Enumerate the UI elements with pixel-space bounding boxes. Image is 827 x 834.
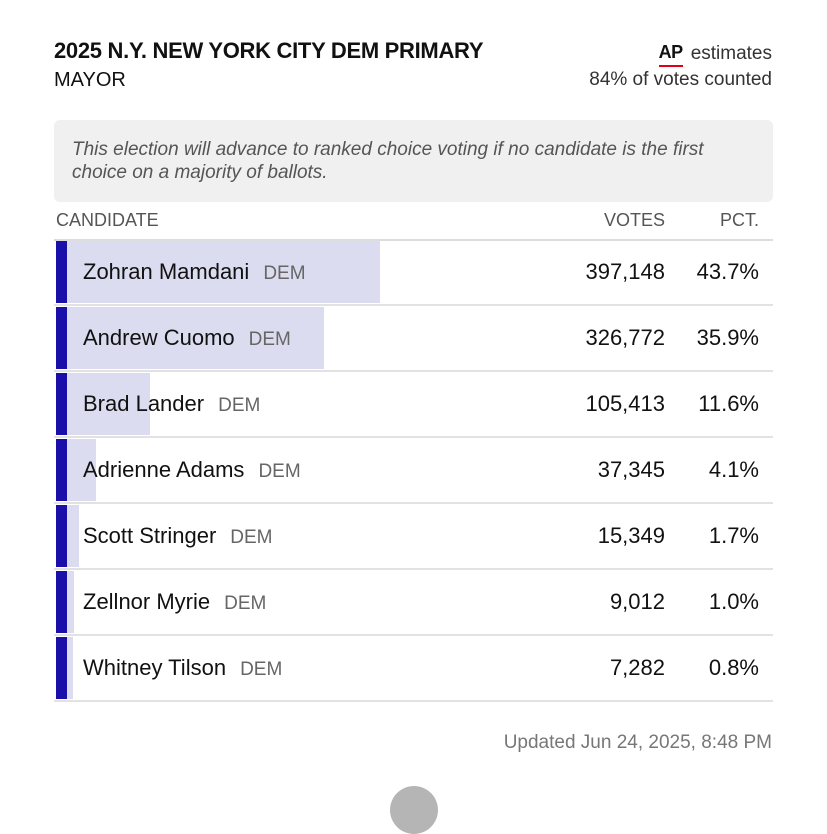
table-row: Scott Stringer DEM 15,349 1.7%	[54, 504, 773, 570]
candidate-name: Andrew Cuomo DEM	[83, 325, 291, 351]
vote-count: 7,282	[609, 655, 665, 680]
race-subtitle: MAYOR	[54, 69, 126, 91]
candidate-name: Adrienne Adams DEM	[83, 457, 301, 483]
ranked-choice-note: This election will advance to ranked cho…	[54, 120, 773, 202]
vote-count: 9,012	[609, 589, 665, 614]
vote-percent: 4.1%	[708, 457, 759, 482]
candidate-name-text: Adrienne Adams	[83, 457, 245, 482]
table-row: Adrienne Adams DEM 37,345 4.1%	[54, 438, 773, 504]
party-label: DEM	[240, 659, 283, 680]
vote-percent: 35.9%	[696, 325, 759, 350]
candidate-name: Zohran Mamdani DEM	[83, 259, 306, 285]
vote-count: 105,413	[585, 391, 665, 416]
vote-count: 397,148	[585, 259, 665, 284]
party-color-stripe	[56, 241, 67, 303]
vote-share-bar	[67, 307, 324, 369]
scroll-handle[interactable]	[390, 786, 438, 834]
vote-share-bar	[67, 571, 74, 633]
vote-share-bar	[67, 637, 73, 699]
header-pct: PCT.	[719, 210, 759, 230]
vote-percent: 0.8%	[708, 655, 759, 680]
candidate-name-text: Zellnor Myrie	[83, 589, 211, 614]
party-label: DEM	[258, 461, 301, 482]
table-row: Brad Lander DEM 105,413 11.6%	[54, 372, 773, 438]
vote-percent: 43.7%	[696, 259, 759, 284]
votes-counted: 84% of votes counted	[589, 69, 772, 90]
vote-count: 326,772	[585, 325, 665, 350]
header-candidate: CANDIDATE	[56, 210, 159, 230]
ap-logo: AP	[658, 42, 683, 67]
vote-percent: 1.0%	[708, 589, 759, 614]
vote-count: 37,345	[597, 457, 665, 482]
party-color-stripe	[56, 373, 67, 435]
table-row: Zellnor Myrie DEM 9,012 1.0%	[54, 570, 773, 636]
race-title: 2025 N.Y. NEW YORK CITY DEM PRIMARY	[54, 38, 484, 63]
party-color-stripe	[56, 439, 67, 501]
table-row: Whitney Tilson DEM 7,282 0.8%	[54, 636, 773, 702]
table-header: CANDIDATE VOTES PCT.	[54, 207, 773, 241]
party-label: DEM	[248, 329, 291, 350]
updated-timestamp: Updated Jun 24, 2025, 8:48 PM	[503, 732, 772, 753]
vote-share-bar	[67, 241, 380, 303]
results-table: Zohran Mamdani DEM 397,148 43.7% Andrew Cuom…	[54, 240, 773, 702]
candidate-name: Brad Lander DEM	[83, 391, 260, 417]
party-label: DEM	[230, 527, 273, 548]
estimates-label: estimates	[690, 43, 772, 64]
candidate-name-text: Andrew Cuomo	[83, 325, 235, 350]
table-row: Andrew Cuomo DEM 326,772 35.9%	[54, 306, 773, 372]
party-color-stripe	[56, 637, 67, 699]
vote-percent: 11.6%	[698, 391, 759, 416]
candidate-name-text: Brad Lander	[83, 391, 205, 416]
header-votes: VOTES	[603, 210, 665, 230]
vote-share-bar	[67, 373, 150, 435]
candidate-name: Scott Stringer DEM	[83, 523, 273, 549]
party-color-stripe	[56, 505, 67, 567]
vote-share-bar	[67, 439, 96, 501]
table-row: Zohran Mamdani DEM 397,148 43.7%	[54, 240, 773, 306]
candidate-name-text: Whitney Tilson	[83, 655, 227, 680]
ap-estimate-block: AP estimates 84% of votes counted	[589, 42, 772, 91]
candidate-name: Whitney Tilson DEM	[83, 655, 282, 681]
vote-percent: 1.7%	[708, 523, 759, 548]
vote-count: 15,349	[597, 523, 665, 548]
candidate-name-text: Zohran Mamdani	[83, 259, 250, 284]
vote-share-bar	[67, 505, 79, 567]
party-label: DEM	[218, 395, 261, 416]
party-label: DEM	[224, 593, 267, 614]
party-color-stripe	[56, 571, 67, 633]
candidate-name: Zellnor Myrie DEM	[83, 589, 266, 615]
party-color-stripe	[56, 307, 67, 369]
party-label: DEM	[263, 263, 306, 284]
candidate-name-text: Scott Stringer	[83, 523, 217, 548]
